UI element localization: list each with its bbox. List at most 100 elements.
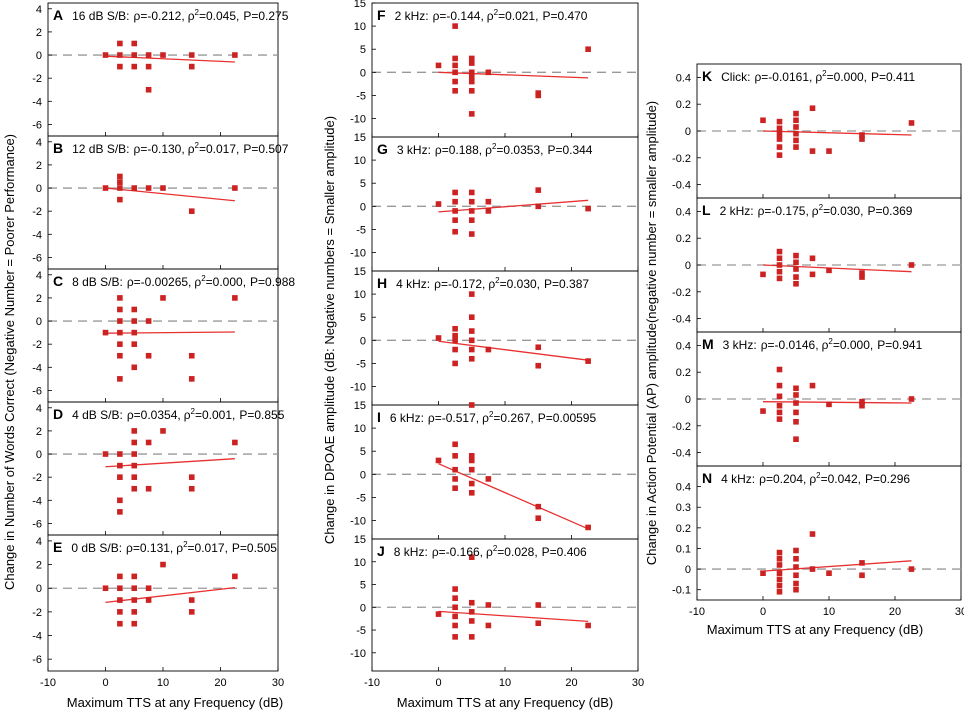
- panel-title: G 3 kHz: ρ=0.188, ρ2=0.0353, P=0.344: [377, 141, 593, 157]
- data-point: [793, 280, 799, 287]
- data-point: [145, 485, 152, 492]
- y-tick-label: 5: [360, 580, 366, 592]
- data-point: [485, 198, 492, 205]
- panel-rho-squared: =0.017,: [199, 142, 239, 156]
- y-tick-label: -6: [32, 518, 42, 530]
- data-point: [452, 325, 458, 332]
- panel-letter: N: [702, 470, 712, 486]
- data-point: [793, 580, 799, 587]
- data-point: [776, 588, 783, 595]
- y-tick-label: -4: [32, 229, 42, 241]
- y-tick-label: -6: [32, 654, 42, 666]
- y-tick-label: 0: [36, 50, 42, 62]
- data-point: [468, 346, 475, 353]
- y-tick-label: -10: [350, 248, 366, 260]
- y-tick-label: 0: [685, 126, 691, 138]
- data-point: [131, 620, 138, 627]
- y-tick-label: 15: [354, 400, 366, 412]
- panel-rho: ρ=0.0354,: [127, 408, 181, 422]
- panel-rho: ρ=-0.517,: [428, 411, 479, 425]
- panel-c: 420-2-4-6C 8 dB S/B: ρ=-0.00265, ρ2=0.000, P…: [32, 268, 295, 403]
- data-point: [776, 570, 783, 576]
- data-point: [131, 63, 138, 70]
- data-point: [776, 248, 783, 255]
- panel-rho-squared: =0.000,: [833, 338, 873, 352]
- panel-p-value: P=0.505: [232, 541, 277, 555]
- panel-squared-superscript: 2: [495, 276, 500, 285]
- panel-rho-squared: =0.000,: [206, 275, 246, 289]
- panel-p-value: P=0.369: [867, 204, 912, 218]
- y-tick-label: 0: [360, 602, 366, 614]
- data-point: [188, 474, 195, 480]
- data-point: [468, 355, 475, 362]
- panel-condition: Click:: [721, 70, 750, 84]
- panel-title: N 4 kHz: ρ=0.204, ρ2=0.042, P=0.296: [702, 470, 910, 486]
- data-point: [452, 337, 458, 344]
- data-point: [793, 252, 799, 259]
- data-point: [131, 439, 138, 446]
- data-point: [468, 208, 475, 214]
- regression-line: [105, 331, 235, 334]
- data-point: [232, 52, 238, 58]
- y-tick-label: 4: [36, 403, 42, 415]
- panel-squared-superscript: 2: [828, 337, 833, 346]
- data-point: [160, 295, 166, 301]
- y-tick-label: 2: [36, 293, 42, 305]
- y-tick-label: 0: [36, 449, 42, 461]
- data-point: [776, 136, 783, 142]
- panel-condition: 0 dB S/B:: [71, 541, 122, 555]
- y-tick-label: 10: [354, 423, 366, 435]
- y-tick-label: 0: [360, 67, 366, 79]
- y-tick-label: 0.2: [676, 233, 691, 245]
- data-point: [452, 62, 458, 69]
- y-tick-label: -4: [32, 362, 42, 374]
- data-point: [468, 291, 475, 297]
- y-tick-label: -2: [32, 73, 42, 85]
- data-point: [117, 295, 123, 301]
- panel-condition: 3 kHz:: [723, 338, 757, 352]
- y-tick-label: 2: [36, 27, 42, 39]
- data-point: [232, 439, 238, 446]
- y-tick-label: 5: [360, 178, 366, 190]
- data-point: [908, 566, 915, 572]
- data-point: [793, 124, 799, 130]
- data-point: [117, 52, 123, 58]
- panel-letter: M: [702, 336, 714, 352]
- data-point: [232, 295, 238, 301]
- y-tick-label: 0: [360, 335, 366, 347]
- data-point: [452, 87, 458, 94]
- regression-line: [762, 560, 912, 572]
- data-point: [468, 402, 475, 408]
- data-point: [188, 52, 195, 58]
- panel-k: 0.4 0.2 0 -0.2 -0.4 K Click: ρ=-0.0161, ρ2=0.000…: [672, 63, 962, 199]
- y-tick-label: 2: [36, 560, 42, 572]
- data-point: [117, 318, 123, 324]
- y-tick-label: 0: [685, 564, 691, 576]
- regression-line: [105, 586, 235, 604]
- panel-rho-squared: =0.028,: [497, 545, 537, 559]
- data-point: [859, 402, 865, 409]
- panel-rho-squared-symbol: ρ: [488, 277, 495, 291]
- data-point: [117, 462, 123, 469]
- y-tick-label: 0.2: [676, 523, 691, 535]
- data-point: [468, 55, 475, 62]
- data-point: [485, 622, 492, 629]
- data-point: [809, 382, 816, 389]
- data-point: [131, 185, 138, 191]
- data-point: [188, 609, 195, 615]
- data-point: [908, 396, 915, 402]
- data-point: [468, 634, 475, 640]
- data-point: [468, 314, 475, 321]
- data-point: [468, 609, 475, 615]
- panel-rho-squared: =0.030,: [823, 204, 863, 218]
- data-point: [776, 416, 783, 422]
- data-point: [760, 271, 766, 278]
- panel-rho-squared: =0.000,: [827, 70, 867, 84]
- x-tick-label: 30: [272, 677, 284, 689]
- data-point: [452, 485, 458, 491]
- panel-rho: ρ=-0.166,: [432, 545, 483, 559]
- regression-line: [438, 199, 589, 213]
- panel-rho: ρ=-0.212,: [134, 9, 185, 23]
- y-tick-label: 2: [36, 426, 42, 438]
- data-point: [535, 92, 542, 99]
